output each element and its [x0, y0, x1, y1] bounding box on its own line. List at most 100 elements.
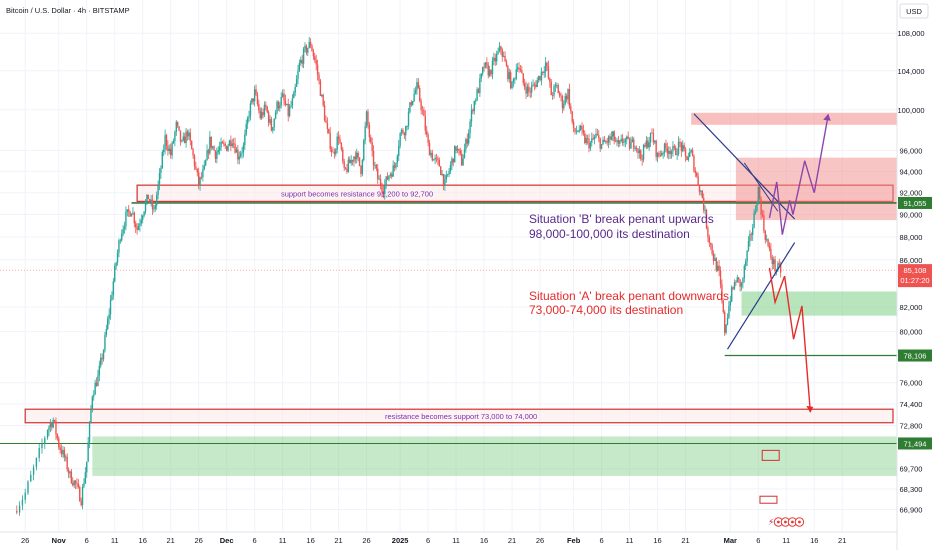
- candle-body: [65, 456, 67, 458]
- candle-body: [295, 79, 298, 87]
- candle-body: [673, 146, 676, 148]
- candle-body: [213, 146, 215, 151]
- time-tick-label: 26: [195, 536, 203, 545]
- time-tick-label: 16: [306, 536, 314, 545]
- candle-body: [230, 140, 232, 147]
- candle-body: [493, 57, 495, 61]
- candle-body: [449, 164, 452, 172]
- candle-body: [238, 156, 240, 160]
- candle-body: [711, 244, 713, 254]
- candle-body: [560, 95, 562, 97]
- candle-body: [246, 117, 249, 124]
- candle-body: [712, 253, 715, 261]
- candle-body: [465, 139, 467, 150]
- scenario-a-arrowhead: [806, 405, 814, 413]
- candle-body: [770, 248, 772, 258]
- candle-body: [512, 79, 515, 82]
- candle-body: [293, 92, 295, 99]
- candle-body: [312, 51, 315, 57]
- candle-body: [323, 105, 326, 121]
- candle-body: [682, 145, 684, 152]
- candle-body: [279, 105, 281, 109]
- candle-body: [490, 69, 492, 75]
- candle-body: [102, 350, 105, 360]
- candle-body: [325, 120, 327, 123]
- candle-body: [708, 237, 711, 243]
- candle-body: [109, 300, 112, 315]
- candle-body: [574, 128, 576, 132]
- candle-body: [631, 139, 634, 143]
- candle-body: [502, 56, 505, 57]
- time-tick-label: 21: [838, 536, 846, 545]
- candle-body: [486, 62, 488, 66]
- candle-body: [305, 45, 308, 53]
- candle-body: [284, 100, 287, 105]
- time-tick-label: 6: [426, 536, 430, 545]
- candle-body: [52, 419, 54, 428]
- candle-body: [69, 471, 71, 474]
- candle-body: [63, 449, 66, 458]
- candle-body: [360, 165, 362, 175]
- candle-body: [144, 202, 147, 212]
- candle-body: [477, 89, 480, 94]
- candle-body: [665, 143, 667, 149]
- candle-body: [726, 317, 729, 325]
- candle-body: [165, 135, 168, 146]
- candle-body: [530, 86, 533, 93]
- candle-body: [104, 335, 106, 351]
- candle-body: [543, 71, 545, 73]
- candle-body: [483, 67, 485, 69]
- time-tick-label: 26: [21, 536, 29, 545]
- candle-body: [435, 157, 438, 159]
- candle-body: [479, 78, 481, 94]
- candle-body: [447, 174, 449, 176]
- candle-body: [430, 152, 432, 156]
- candle-body: [469, 121, 471, 133]
- price-tick-label: 88,000: [900, 233, 923, 242]
- time-tick-label: Mar: [724, 536, 737, 545]
- candle-body: [565, 95, 568, 100]
- candle-body: [98, 365, 101, 376]
- candle-body: [526, 86, 529, 94]
- candle-body: [751, 227, 754, 236]
- candle-body: [451, 158, 453, 165]
- candle-body: [242, 145, 245, 153]
- candle-body: [523, 83, 526, 88]
- candle-body: [400, 130, 403, 134]
- candle-body: [626, 136, 628, 140]
- candle-body: [438, 159, 441, 167]
- currency-button-label: USD: [906, 7, 922, 16]
- candle-body: [698, 185, 701, 192]
- candle-body: [744, 261, 747, 266]
- scenario-b-arrowhead: [823, 113, 831, 121]
- candle-body: [274, 112, 277, 119]
- candle-body: [717, 265, 719, 271]
- candle-body: [542, 71, 544, 73]
- scenario-a-line2: 73,000-74,000 its destination: [529, 303, 683, 317]
- candle-body: [570, 106, 572, 112]
- time-axis[interactable]: 26 Nov 6 11 16 21 26 Dec 6 11 16 21 26 2025 6 11 16 21 26 F…: [21, 536, 846, 545]
- price-axis[interactable]: 66,900 68,300 69,700 72,800 74,400 76,000 80,0…: [897, 29, 924, 514]
- currency-button[interactable]: [899, 3, 929, 19]
- candle-body: [224, 144, 226, 146]
- candle-body: [651, 132, 653, 134]
- candle-body: [410, 102, 413, 105]
- candle-body: [342, 149, 344, 162]
- candle-body: [183, 136, 186, 144]
- candle-body: [609, 136, 611, 140]
- candle-body: [273, 118, 275, 128]
- candle-body: [414, 90, 417, 94]
- price-tick-label: 74,400: [900, 400, 923, 409]
- candle-body: [143, 211, 145, 216]
- candle-body: [311, 45, 313, 52]
- candle-body: [253, 89, 256, 102]
- candle-body: [614, 140, 617, 142]
- candle-body: [683, 145, 685, 149]
- candle-body: [206, 150, 208, 161]
- candle-body: [126, 209, 129, 212]
- candle-body: [169, 148, 172, 156]
- candle-body: [729, 301, 732, 306]
- candle-body: [521, 70, 523, 74]
- candle-body: [627, 136, 629, 139]
